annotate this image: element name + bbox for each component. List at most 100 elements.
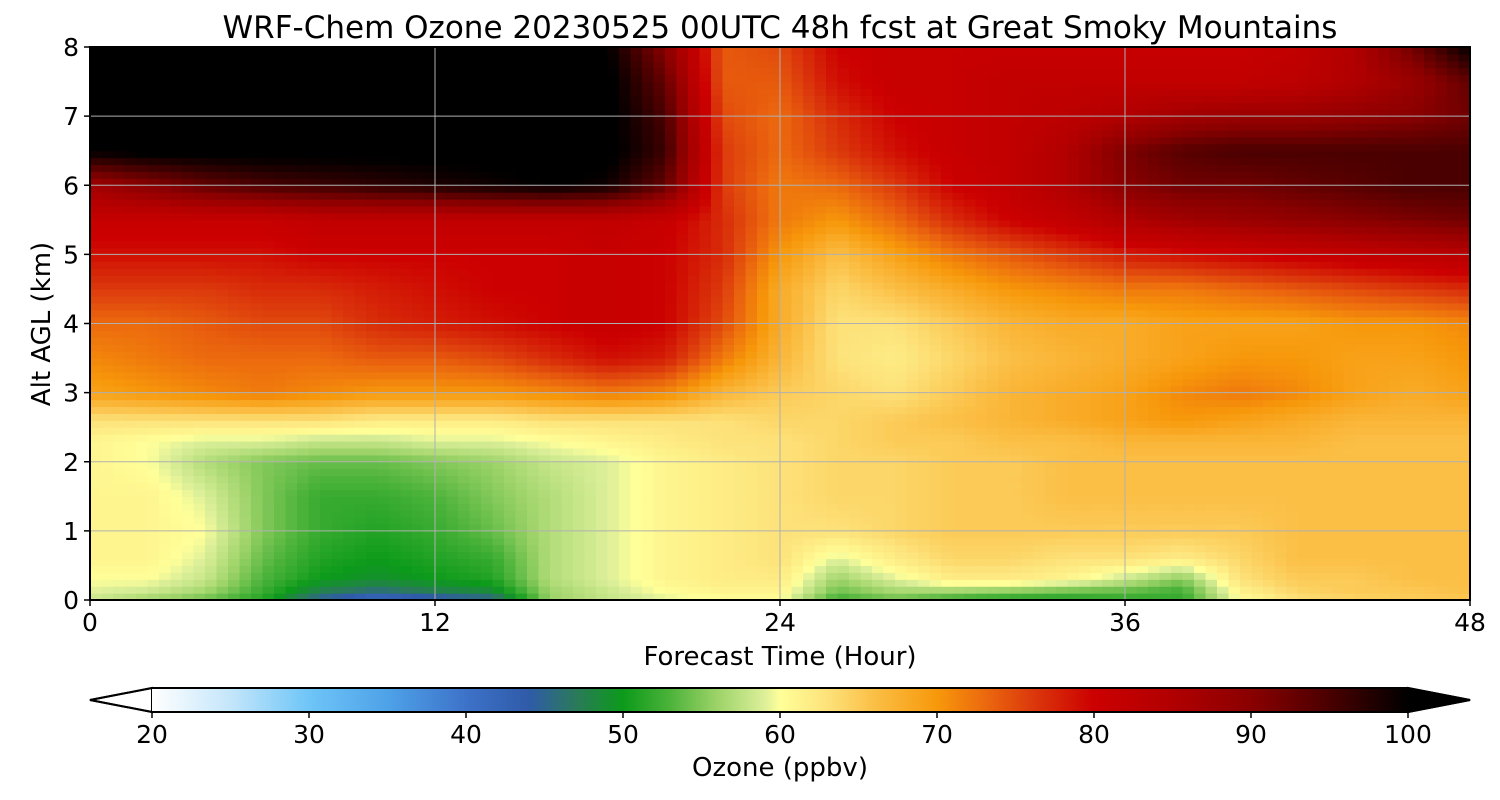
heatmap-cell bbox=[101, 593, 114, 600]
heatmap-cell bbox=[561, 385, 574, 394]
heatmap-cell bbox=[159, 530, 172, 539]
heatmap-cell bbox=[492, 579, 505, 587]
heatmap-cell bbox=[1389, 503, 1402, 511]
heatmap-cell bbox=[193, 503, 206, 511]
heatmap-cell bbox=[1263, 358, 1276, 366]
heatmap-cell bbox=[389, 530, 402, 539]
heatmap-cell bbox=[1309, 364, 1322, 373]
heatmap-cell bbox=[860, 544, 873, 553]
heatmap-cell bbox=[1286, 572, 1299, 580]
heatmap-cell bbox=[1366, 544, 1379, 553]
heatmap-cell bbox=[1343, 420, 1356, 428]
heatmap-cell bbox=[1251, 378, 1264, 387]
heatmap-cell bbox=[193, 572, 206, 580]
heatmap-cell bbox=[113, 316, 126, 325]
heatmap-cell bbox=[251, 378, 264, 387]
heatmap-cell bbox=[1102, 392, 1115, 401]
heatmap-cell bbox=[469, 579, 482, 587]
heatmap-cell bbox=[688, 544, 701, 553]
heatmap-cell bbox=[377, 441, 390, 449]
heatmap-cell bbox=[423, 517, 436, 525]
heatmap-cell bbox=[492, 496, 505, 504]
heatmap-cell bbox=[987, 344, 1000, 352]
heatmap-cell bbox=[584, 586, 597, 594]
heatmap-cell bbox=[872, 399, 885, 408]
heatmap-cell bbox=[1401, 579, 1414, 587]
heatmap-cell bbox=[366, 378, 379, 387]
heatmap-cell bbox=[239, 461, 252, 470]
heatmap-cell bbox=[1033, 337, 1046, 345]
heatmap-cell bbox=[504, 392, 517, 401]
heatmap-cell bbox=[906, 358, 919, 366]
heatmap-cell bbox=[113, 413, 126, 421]
heatmap-cell bbox=[1297, 434, 1310, 442]
heatmap-cell bbox=[90, 441, 103, 449]
heatmap-cell bbox=[1297, 447, 1310, 456]
heatmap-cell bbox=[596, 447, 609, 456]
heatmap-cell bbox=[1435, 496, 1448, 504]
heatmap-cell bbox=[492, 544, 505, 553]
heatmap-cell bbox=[550, 510, 563, 518]
heatmap-cell bbox=[722, 330, 735, 338]
heatmap-cell bbox=[596, 406, 609, 414]
heatmap-cell bbox=[1366, 551, 1379, 560]
heatmap-cell bbox=[1389, 489, 1402, 497]
heatmap-cell bbox=[584, 593, 597, 600]
heatmap-cell bbox=[90, 316, 103, 325]
heatmap-cell bbox=[1090, 434, 1103, 442]
heatmap-cell bbox=[952, 510, 965, 518]
heatmap-cell bbox=[124, 530, 137, 539]
heatmap-cell bbox=[699, 434, 712, 442]
heatmap-cell bbox=[826, 579, 839, 587]
heatmap-cell bbox=[113, 447, 126, 456]
heatmap-cell bbox=[768, 551, 781, 560]
heatmap-cell bbox=[527, 468, 540, 477]
heatmap-cell bbox=[860, 572, 873, 580]
heatmap-cell bbox=[285, 468, 298, 477]
heatmap-cell bbox=[941, 523, 954, 532]
heatmap-cell bbox=[952, 309, 965, 318]
heatmap-cell bbox=[1297, 330, 1310, 338]
heatmap-cell bbox=[1079, 586, 1092, 594]
heatmap-cell bbox=[1458, 510, 1470, 518]
heatmap-cell bbox=[1332, 468, 1345, 477]
heatmap-cell bbox=[596, 385, 609, 394]
heatmap-cell bbox=[193, 593, 206, 600]
heatmap-cell bbox=[1343, 337, 1356, 345]
heatmap-cell bbox=[964, 510, 977, 518]
heatmap-cell bbox=[860, 586, 873, 594]
heatmap-cell bbox=[688, 510, 701, 518]
heatmap-cell bbox=[849, 496, 862, 504]
heatmap-cell bbox=[596, 323, 609, 332]
heatmap-cell bbox=[860, 503, 873, 511]
heatmap-cell bbox=[665, 461, 678, 470]
heatmap-cell bbox=[1458, 427, 1470, 435]
heatmap-cell bbox=[159, 420, 172, 428]
heatmap-cell bbox=[561, 593, 574, 600]
heatmap-cell bbox=[354, 482, 367, 490]
heatmap-cell bbox=[1079, 392, 1092, 401]
heatmap-cell bbox=[952, 323, 965, 332]
heatmap-cell bbox=[216, 489, 229, 497]
heatmap-cell bbox=[837, 441, 850, 449]
heatmap-cell bbox=[895, 482, 908, 490]
heatmap-cell bbox=[1458, 489, 1470, 497]
heatmap-cell bbox=[561, 537, 574, 546]
heatmap-cell bbox=[1171, 434, 1184, 442]
heatmap-cell bbox=[205, 351, 218, 359]
heatmap-cell bbox=[780, 496, 793, 504]
heatmap-cell bbox=[446, 517, 459, 525]
heatmap-cell bbox=[757, 510, 770, 518]
heatmap-cell bbox=[895, 344, 908, 352]
heatmap-cell bbox=[941, 461, 954, 470]
heatmap-cell bbox=[90, 489, 103, 497]
heatmap-cell bbox=[1366, 330, 1379, 338]
heatmap-cell bbox=[998, 475, 1011, 484]
heatmap-cell bbox=[205, 316, 218, 325]
heatmap-cell bbox=[136, 337, 149, 345]
heatmap-cell bbox=[803, 309, 816, 318]
heatmap-cell bbox=[297, 323, 310, 332]
heatmap-cell bbox=[285, 330, 298, 338]
heatmap-cell bbox=[216, 351, 229, 359]
heatmap-cell bbox=[389, 309, 402, 318]
